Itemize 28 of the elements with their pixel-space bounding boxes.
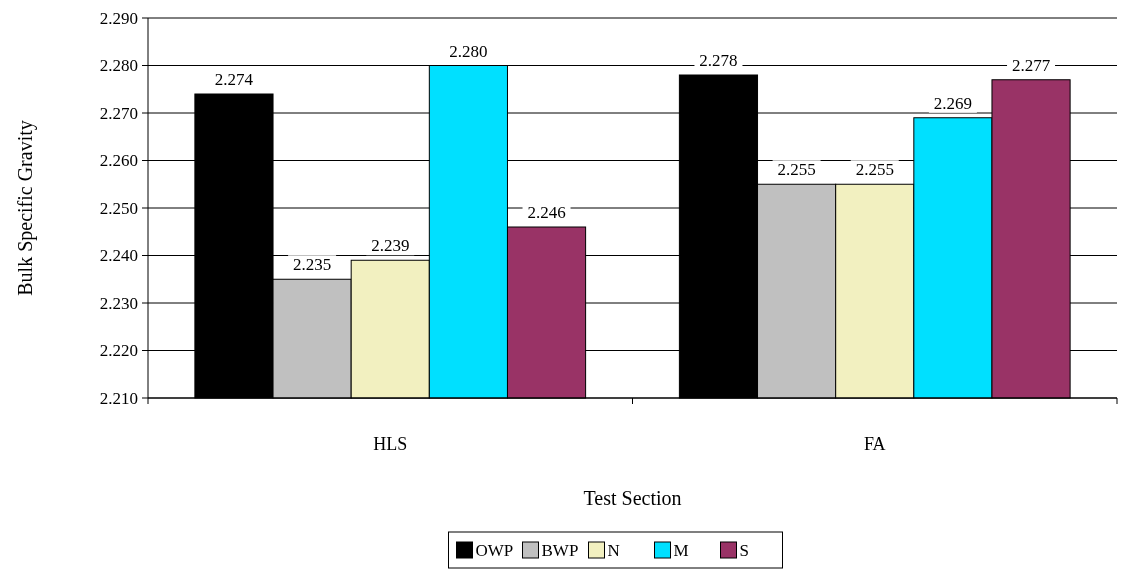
legend-label: OWP — [475, 540, 514, 560]
data-label: 2.239 — [371, 236, 410, 256]
y-axis-title: Bulk Specific Gravity — [14, 120, 37, 296]
x-tick-label: FA — [863, 434, 886, 454]
data-label: 2.246 — [527, 203, 566, 222]
y-tick-label: 2.290 — [99, 8, 138, 28]
y-tick-label: 2.250 — [99, 198, 138, 218]
y-tick-label: 2.280 — [99, 56, 138, 76]
y-tick-label: 2.210 — [99, 388, 138, 408]
legend-label: BWP — [541, 540, 579, 560]
data-label: 2.255 — [855, 160, 894, 180]
data-label: 2.269 — [933, 93, 973, 113]
data-label: 2.280 — [449, 41, 488, 61]
y-tick-label: 2.220 — [99, 341, 138, 361]
data-label: 2.278 — [699, 51, 738, 70]
legend-label: S — [739, 540, 749, 560]
y-tick-label: 2.260 — [99, 151, 138, 171]
y-tick-label: 2.270 — [99, 103, 138, 123]
x-tick-label: HLS — [373, 434, 408, 454]
data-label: 2.255 — [777, 160, 816, 180]
data-label: 2.277 — [1011, 55, 1051, 75]
legend-label: M — [673, 540, 689, 560]
data-label: 2.235 — [292, 255, 332, 275]
y-tick-label: 2.240 — [99, 246, 138, 266]
y-tick-label: 2.230 — [99, 293, 138, 313]
x-axis-title: Test Section — [583, 487, 682, 509]
data-label: 2.274 — [214, 70, 254, 89]
legend-label: N — [607, 540, 620, 560]
